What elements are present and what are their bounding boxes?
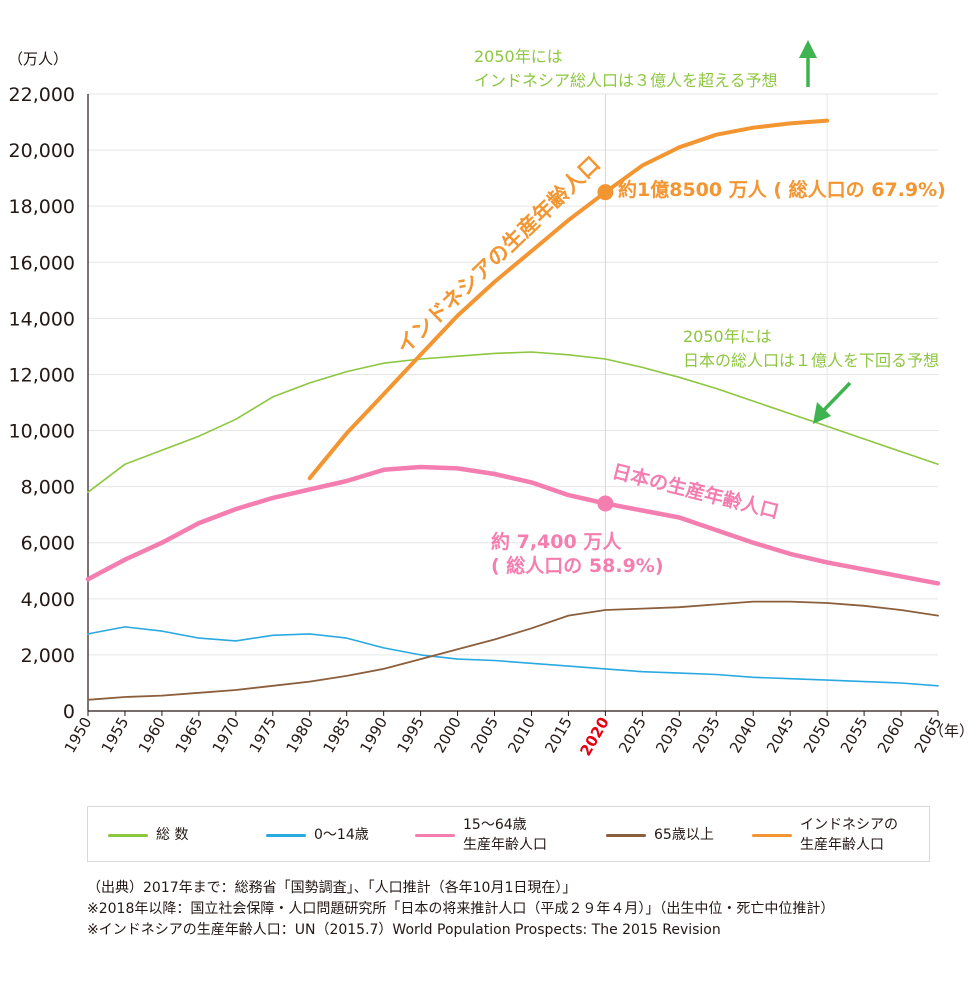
x-tick-label: 2025 xyxy=(615,714,650,756)
japan-series-label: 日本の生産年齢人口 xyxy=(610,460,781,524)
indonesia-value-label: 約1億8500 万人 ( 総人口の 67.9%) xyxy=(618,178,946,201)
x-tick-label: 1975 xyxy=(246,714,281,756)
legend-swatch-0-14 xyxy=(266,833,306,837)
legend-label-65-plus: 65歳以上 xyxy=(654,827,714,843)
x-tick-label: 1960 xyxy=(135,714,170,756)
y-tick-label: 4,000 xyxy=(21,589,75,611)
japan-value-line1: 約 7,400 万人 xyxy=(491,530,622,553)
indonesia-note-line2: インドネシア総人口は３億人を超える予想 xyxy=(474,71,778,90)
source-notes: （出典）2017年まで：総務省「国勢調査」、「人口推計（各年10月1日現在）」 … xyxy=(87,878,967,941)
legend-swatch-15-64 xyxy=(415,833,455,837)
japan-value-line2: ( 総人口の 58.9%) xyxy=(491,554,664,577)
x-tick-label: 1985 xyxy=(319,714,354,756)
series-line xyxy=(85,464,941,586)
up-arrow-icon xyxy=(799,40,817,58)
y-tick-label: 6,000 xyxy=(21,533,75,555)
x-tick-label: 2010 xyxy=(504,714,539,756)
legend-swatch-65-plus xyxy=(606,833,646,837)
y-tick-label: 22,000 xyxy=(9,84,75,106)
total-note-line2: 日本の総人口は１億人を下回る予想 xyxy=(683,351,939,370)
source-note: ※インドネシアの生産年齢人口：UN（2015.7）World Populatio… xyxy=(87,922,721,938)
x-tick-label: 2055 xyxy=(837,714,872,756)
y-tick-label: 14,000 xyxy=(9,308,75,330)
legend-item-total: 総 数 xyxy=(108,807,188,863)
y-tick-label: 2,000 xyxy=(21,645,75,667)
x-unit-label: （年） xyxy=(929,722,974,740)
x-tick-label: 1955 xyxy=(98,714,133,756)
x-tick-label: 2015 xyxy=(541,714,576,756)
y-tick-label: 16,000 xyxy=(9,252,75,274)
total-note-line1: 2050年には xyxy=(683,327,772,346)
japan-2020-point xyxy=(597,495,614,512)
legend-label-0-14: 0〜14歳 xyxy=(314,827,369,843)
y-unit-label: （万人） xyxy=(8,50,68,68)
legend-label-indonesia-line2: 生産年齢人口 xyxy=(800,837,884,853)
series-line xyxy=(307,118,830,481)
legend-label-total: 総 数 xyxy=(156,827,189,843)
legend-label-15-64-line2: 生産年齢人口 xyxy=(463,837,547,853)
source-note: ※2018年以降：国立社会保障・人口問題研究所「日本の将来推計人口（平成２９年４… xyxy=(87,901,835,917)
y-tick-label: 18,000 xyxy=(9,196,75,218)
x-tick-label: 2040 xyxy=(726,714,761,756)
series-line xyxy=(87,351,939,493)
x-tick-label: 2045 xyxy=(763,714,798,756)
down-arrow-shaft xyxy=(821,381,852,413)
series-line xyxy=(87,600,939,701)
population-chart: 0 2,000 4,000 6,000 8,000 10,000 12,000 14,000 1… xyxy=(8,40,974,759)
legend-item-65-plus: 65歳以上 xyxy=(606,807,714,863)
indonesia-note-line1: 2050年には xyxy=(474,47,563,66)
x-tick-label: 1965 xyxy=(172,714,207,756)
x-tick-label: 1995 xyxy=(393,714,428,756)
x-tick-label: 1980 xyxy=(283,714,318,756)
x-tick-label: 2030 xyxy=(652,714,687,756)
x-tick-label: 2020 xyxy=(576,714,612,759)
legend-item-0-14: 0〜14歳 xyxy=(266,807,369,863)
x-tick-label: 2060 xyxy=(874,714,909,756)
x-tick-label: 2035 xyxy=(689,714,724,756)
y-tick-label: 20,000 xyxy=(9,140,75,162)
x-tick-label: 1970 xyxy=(209,714,244,756)
chart-legend: 総 数 0〜14歳 15〜64歳 生産年齢人口 65歳以上 インドネシアの 生産… xyxy=(87,806,930,862)
legend-swatch-total xyxy=(108,833,148,837)
y-tick-label: 8,000 xyxy=(21,477,75,499)
x-tick-label: 1990 xyxy=(356,714,391,756)
indonesia-2020-point xyxy=(597,184,614,201)
x-tick-label: 2005 xyxy=(467,714,502,756)
y-tick-label: 0 xyxy=(63,701,75,723)
x-tick-label: 2000 xyxy=(430,714,465,756)
y-tick-label: 10,000 xyxy=(9,421,75,443)
legend-label-indonesia-line1: インドネシアの xyxy=(800,817,898,833)
down-arrow-icon xyxy=(813,402,831,424)
series-line xyxy=(87,626,939,687)
legend-item-indonesia: インドネシアの 生産年齢人口 xyxy=(752,807,898,863)
source-note: （出典）2017年まで：総務省「国勢調査」、「人口推計（各年10月1日現在）」 xyxy=(87,880,577,896)
legend-label-15-64-line1: 15〜64歳 xyxy=(463,817,527,833)
legend-swatch-indonesia xyxy=(752,833,792,837)
y-tick-label: 12,000 xyxy=(9,364,75,386)
legend-item-15-64: 15〜64歳 生産年齢人口 xyxy=(415,807,547,863)
indonesia-series-label: インドネシアの生産年齢人口 xyxy=(392,152,605,359)
x-tick-label: 2050 xyxy=(800,714,835,756)
